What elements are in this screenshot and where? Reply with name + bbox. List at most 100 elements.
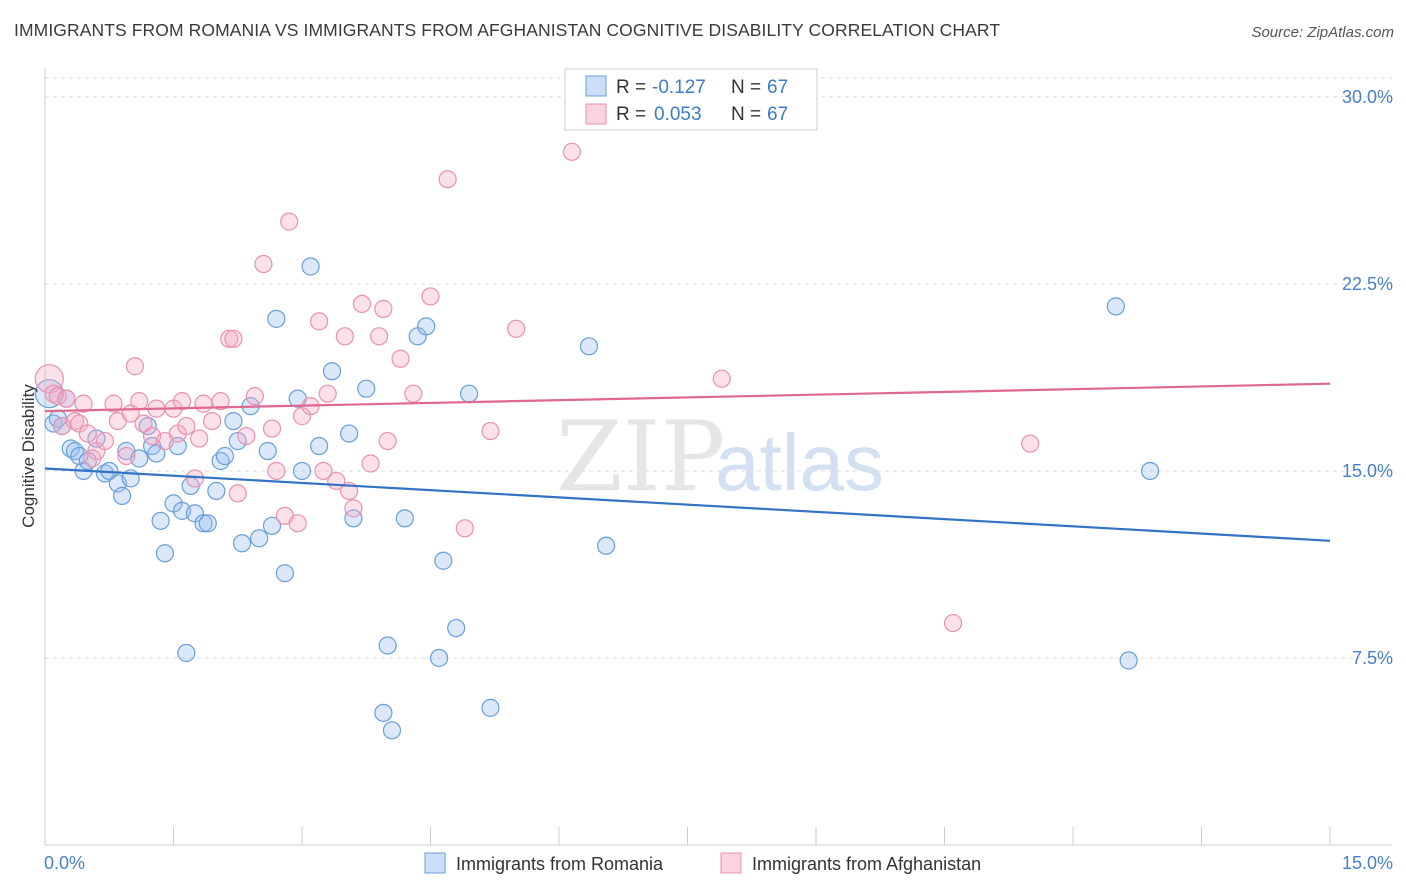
romania-trend-line: [44, 467, 1331, 542]
afghanistan-point-25: [190, 429, 209, 448]
romania-point-51: [382, 721, 402, 740]
afghanistan-point-51: [391, 349, 410, 368]
y-tick-label-3: 30.0%: [1342, 87, 1393, 107]
afghanistan-point-64: [83, 449, 102, 468]
romania-point-27: [194, 514, 213, 533]
legend-r-value-1: 0.053: [654, 104, 702, 125]
trend-lines: [44, 382, 1331, 542]
romania-point-49: [374, 703, 393, 722]
series-legend: Immigrants from Romania Immigrants from …: [424, 852, 981, 874]
romania-point-55: [429, 648, 449, 668]
afghanistan-point-38: [288, 514, 307, 533]
axes: [44, 68, 1392, 846]
romania-point-32: [224, 411, 243, 431]
bottom-legend-swatch-afghanistan: [720, 852, 742, 874]
chart-source: Source: ZipAtlas.com: [1251, 24, 1394, 41]
grid-lines: [45, 77, 1392, 659]
romania-point-43: [301, 257, 320, 276]
afghanistan-point-46: [344, 499, 363, 518]
afghanistan-point-27: [202, 411, 222, 431]
x-tick-label-0: 0.0%: [44, 853, 85, 873]
romania-point-45: [322, 362, 342, 381]
y-tick-label-2: 22.5%: [1342, 274, 1393, 294]
legend-swatch-romania: [585, 75, 607, 97]
legend-r-value-0: -0.127: [652, 77, 706, 98]
romania-point-13: [112, 486, 132, 506]
afghanistan-point-55: [455, 519, 474, 538]
romania-point-52: [395, 509, 414, 528]
bottom-legend-swatch-romania: [424, 852, 446, 874]
afghanistan-point-11: [104, 394, 123, 413]
afghanistan-point-31: [237, 426, 256, 446]
afghanistan-point-47: [352, 294, 372, 313]
romania-point-54: [417, 317, 436, 336]
y-tick-label-1: 15.0%: [1342, 461, 1393, 481]
romania-point-42: [292, 461, 312, 481]
romania-point-48: [357, 379, 376, 398]
legend-swatch-afghanistan: [585, 103, 607, 125]
afghanistan-point-13: [117, 446, 136, 466]
legend-n-value-0: 67: [767, 77, 788, 98]
afghanistan-point-26: [194, 394, 213, 413]
romania-point-38: [262, 516, 282, 535]
romania-point-60: [579, 337, 599, 356]
afghanistan-point-42: [318, 384, 337, 403]
afghanistan-point-24: [185, 469, 205, 488]
afghanistan-point-23: [177, 416, 196, 436]
afghanistan-point-62: [224, 329, 243, 348]
legend-n-label-1: N =: [731, 104, 761, 125]
afghanistan-point-53: [421, 287, 440, 306]
afghanistan-point-44: [335, 327, 354, 346]
afghanistan-point-61: [1021, 434, 1040, 453]
afghanistan-point-63: [130, 392, 149, 411]
romania-point-63: [1119, 651, 1138, 670]
romania-points: [34, 257, 1160, 740]
romania-point-64: [1140, 461, 1160, 481]
afghanistan-point-58: [562, 142, 581, 161]
romania-point-34: [232, 534, 252, 553]
romania-point-37: [258, 441, 277, 461]
y-axis-label: Cognitive Disability: [19, 384, 38, 528]
romania-point-24: [177, 643, 196, 663]
legend-box: [564, 68, 818, 131]
romania-point-47: [344, 509, 363, 528]
afghanistan-point-35: [267, 461, 286, 481]
afghanistan-point-28: [211, 392, 230, 411]
romania-point-28: [198, 514, 217, 533]
romania-point-40: [275, 564, 294, 583]
afghanistan-point-34: [262, 419, 282, 438]
legend-n-label-0: N =: [731, 77, 761, 98]
afghanistan-point-37: [280, 212, 299, 231]
watermark: ZIP atlas: [556, 401, 884, 513]
afghanistan-point-16: [134, 414, 153, 433]
afghanistan-point-66: [378, 431, 397, 451]
legend-r-label-1: R =: [616, 104, 646, 125]
afghanistan-point-30: [228, 484, 247, 503]
afghanistan-point-7: [74, 394, 93, 413]
legend-n-value-1: 67: [767, 104, 788, 125]
bottom-legend-romania: Immigrants from Romania: [456, 854, 664, 874]
y-tick-label-0: 7.5%: [1352, 648, 1393, 668]
afghanistan-point-33: [254, 254, 273, 274]
afghanistan-point-4: [57, 389, 76, 408]
romania-point-59: [481, 698, 500, 717]
romania-point-57: [447, 618, 466, 638]
afghanistan-point-60: [943, 613, 963, 633]
x-tick-label-1: 15.0%: [1342, 853, 1393, 873]
romania-point-36: [250, 529, 269, 548]
romania-point-31: [215, 446, 234, 466]
afghanistan-points: [34, 142, 1040, 633]
tick-labels: 7.5% 15.0% 22.5% 30.0% 0.0% 15.0%: [44, 87, 1393, 873]
afghanistan-point-65: [314, 461, 333, 481]
legend-r-label-0: R =: [616, 77, 646, 98]
afghanistan-point-56: [481, 421, 500, 441]
watermark-atlas: atlas: [715, 418, 884, 507]
romania-point-62: [1106, 297, 1125, 316]
romania-point-39: [267, 309, 286, 328]
romania-point-61: [597, 536, 616, 555]
romania-point-33: [228, 431, 247, 451]
afghanistan-point-54: [438, 170, 457, 189]
afghanistan-point-41: [310, 312, 329, 331]
afghanistan-point-48: [361, 454, 380, 473]
